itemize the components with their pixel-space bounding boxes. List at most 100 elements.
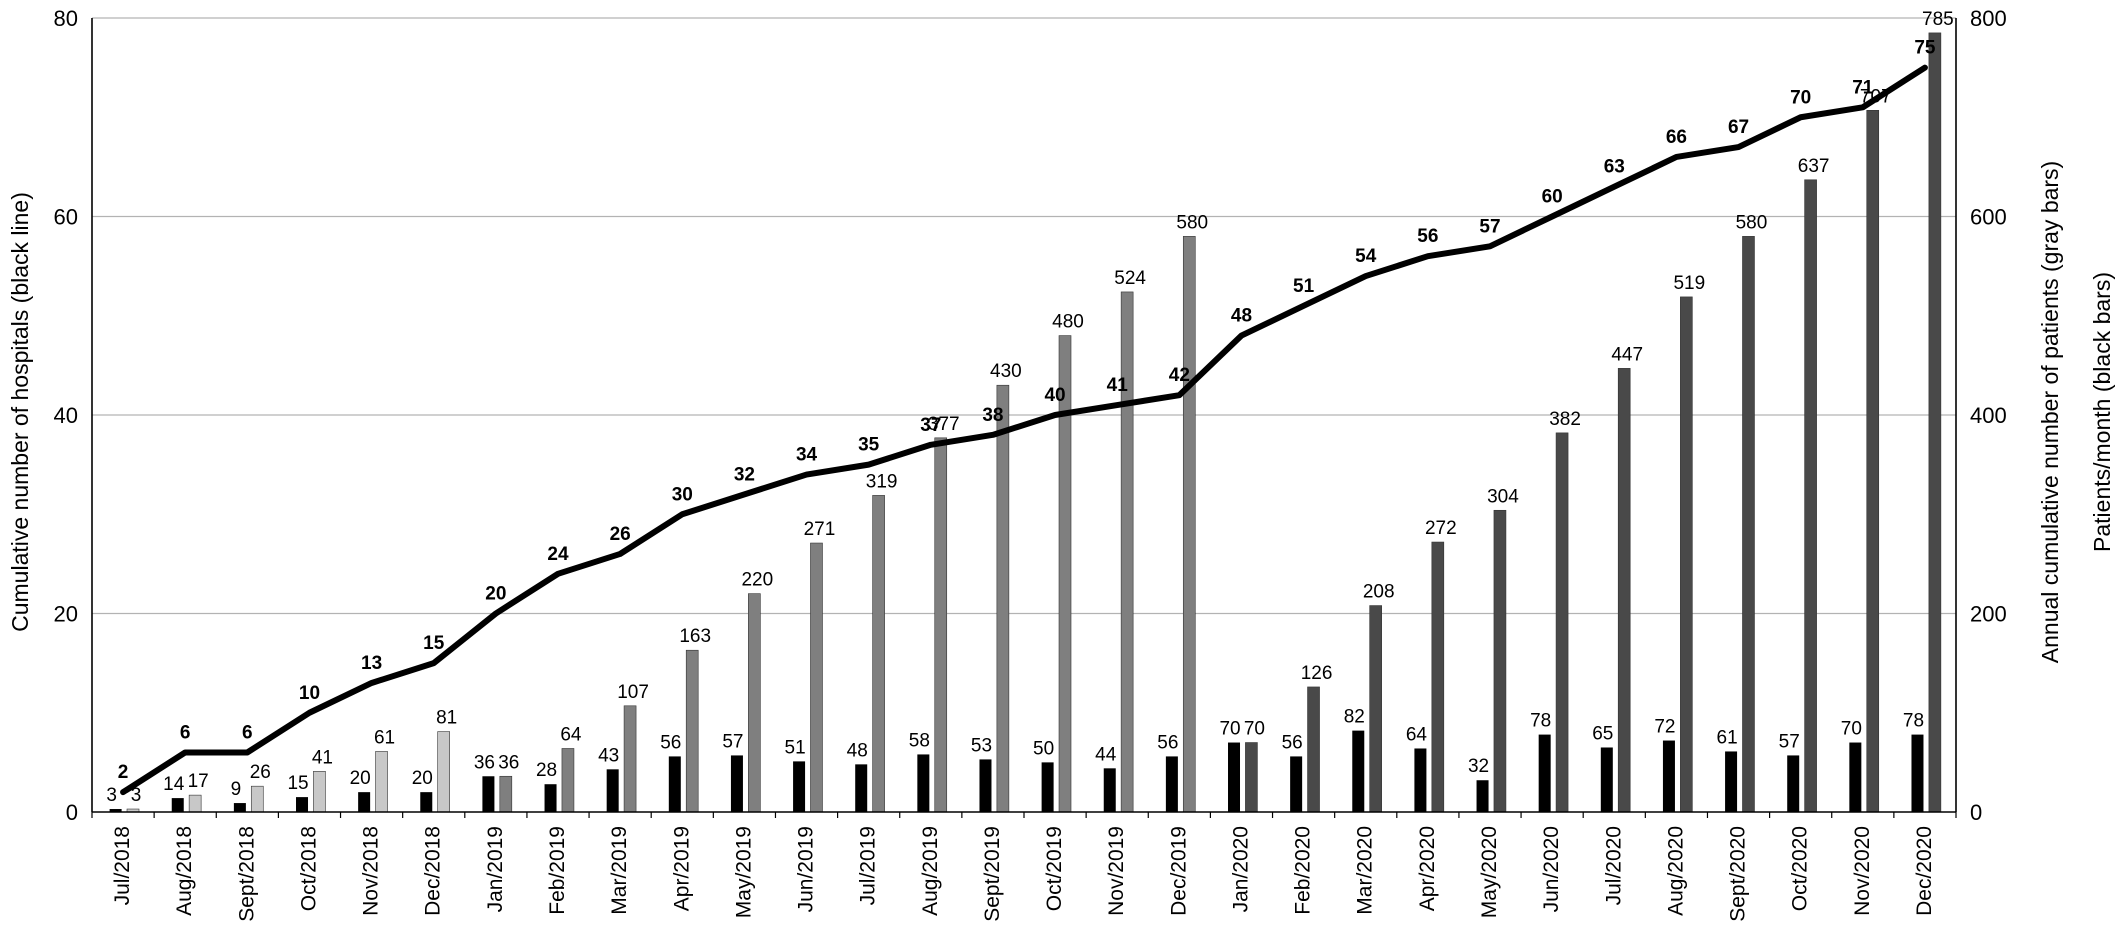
monthly-bar xyxy=(1911,734,1924,812)
x-tick-label: Sept/2018 xyxy=(235,826,258,922)
monthly-bar xyxy=(793,761,806,812)
cumulative-bar xyxy=(1307,686,1320,813)
monthly-bar xyxy=(233,803,246,812)
cumulative-bar xyxy=(1120,291,1134,813)
cumulative-bar-label: 785 xyxy=(1922,9,1954,30)
hospitals-line-path xyxy=(120,64,1928,796)
cumulative-bar-label: 26 xyxy=(250,762,271,783)
x-tick-label: Nov/2019 xyxy=(1105,826,1128,916)
cumulative-bar xyxy=(748,593,761,813)
cumulative-bar-label: 480 xyxy=(1052,312,1084,333)
monthly-bar xyxy=(917,754,930,812)
cumulative-bar-label: 430 xyxy=(990,361,1022,382)
x-tick-label: Dec/2019 xyxy=(1167,826,1190,916)
cumulative-bar xyxy=(872,495,885,813)
monthly-bar-label: 36 xyxy=(474,752,495,773)
cumulative-bar xyxy=(810,542,823,813)
monthly-bar-label: 58 xyxy=(909,730,930,751)
x-tick-label: Aug/2019 xyxy=(919,826,942,916)
right-y-tick-label: 800 xyxy=(1970,6,2007,31)
line-point-label: 20 xyxy=(485,584,506,605)
monthly-bar-label: 3 xyxy=(106,785,117,806)
monthly-bar-label: 70 xyxy=(1841,719,1862,740)
cumulative-bar xyxy=(1431,541,1445,813)
monthly-bar xyxy=(1041,762,1054,812)
cumulative-bar-label: 81 xyxy=(436,708,457,729)
right-y-tick-label: 400 xyxy=(1970,403,2007,428)
right-y-tick-label: 600 xyxy=(1970,205,2007,230)
cumulative-bar-label: 447 xyxy=(1611,344,1643,365)
cumulative-bar xyxy=(996,384,1010,813)
right-y-tick-label: 0 xyxy=(1970,800,1982,825)
line-point-label: 40 xyxy=(1044,385,1065,406)
x-ticks: Jul/2018 Aug/2018 Sept/2018 Oct/2018 Nov/201… xyxy=(111,826,1936,922)
cumulative-bar xyxy=(437,731,450,813)
monthly-bar xyxy=(979,759,992,812)
x-tick-label: Mar/2019 xyxy=(608,826,631,915)
x-tick-label: Jan/2019 xyxy=(484,826,507,912)
monthly-bar xyxy=(1352,730,1365,812)
monthly-bar-label: 61 xyxy=(1717,727,1738,748)
cumulative-bar-label: 382 xyxy=(1549,409,1581,430)
line-point-label: 6 xyxy=(242,722,253,743)
cumulative-bar-label: 17 xyxy=(188,771,209,792)
cumulative-bar-label: 637 xyxy=(1798,156,1830,177)
monthly-bars xyxy=(109,730,1924,812)
cumulative-bar-label: 319 xyxy=(866,471,898,492)
monthly-bar xyxy=(109,809,122,812)
monthly-bar-label: 56 xyxy=(1282,732,1303,753)
monthly-bar xyxy=(1662,740,1675,812)
x-tick-label: Jun/2019 xyxy=(795,826,818,912)
monthly-bar xyxy=(171,798,184,812)
cumulative-bar-label: 220 xyxy=(741,570,773,591)
right-axis-label: Annual cumulative number of patients (gr… xyxy=(2037,161,2063,663)
x-tick-label: Apr/2020 xyxy=(1416,826,1439,911)
monthly-bar xyxy=(296,797,309,812)
monthly-bar-label: 65 xyxy=(1592,723,1613,744)
left-y-tick-label: 60 xyxy=(54,205,78,230)
monthly-bar-label: 82 xyxy=(1344,707,1365,728)
x-tick-label: Nov/2018 xyxy=(360,826,383,916)
line-point-label: 34 xyxy=(796,445,818,466)
x-tick-label: Sept/2019 xyxy=(981,826,1004,922)
monthly-bar xyxy=(1600,747,1613,812)
cumulative-bar-label: 208 xyxy=(1363,582,1395,603)
cumulative-bar xyxy=(1866,110,1880,813)
monthly-bar xyxy=(544,784,557,812)
x-tick-label: Jul/2019 xyxy=(857,826,880,905)
line-point-label: 24 xyxy=(547,544,569,565)
monthly-bar xyxy=(1849,742,1862,812)
x-tick-label: Oct/2020 xyxy=(1789,826,1812,911)
line-point-label: 57 xyxy=(1479,216,1500,237)
cumulative-bar-label: 36 xyxy=(498,752,519,773)
left-y-tick-label: 40 xyxy=(54,403,78,428)
line-point-label: 54 xyxy=(1355,246,1377,267)
monthly-bar-label: 48 xyxy=(847,740,868,761)
monthly-bar-label: 70 xyxy=(1219,719,1240,740)
line-point-label: 35 xyxy=(858,435,880,456)
hospitals-line xyxy=(120,64,1928,796)
x-tick-label: Oct/2019 xyxy=(1043,826,1066,911)
x-tick-label: May/2019 xyxy=(732,826,755,918)
line-point-label: 60 xyxy=(1542,187,1563,208)
line-point-label: 70 xyxy=(1790,87,1811,108)
cumulative-bar xyxy=(313,771,326,813)
cumulative-bar-label: 271 xyxy=(804,519,836,540)
monthly-bar-label: 9 xyxy=(231,779,242,800)
monthly-bar-label: 56 xyxy=(1157,732,1178,753)
monthly-bar xyxy=(668,756,681,812)
monthly-bar-label: 56 xyxy=(660,732,681,753)
cumulative-bar-label: 64 xyxy=(560,724,582,745)
line-point-label: 66 xyxy=(1666,127,1687,148)
line-point-label: 26 xyxy=(610,524,631,545)
line-point-label: 71 xyxy=(1852,77,1874,98)
cumulative-bar xyxy=(623,705,637,813)
monthly-bar-label: 44 xyxy=(1095,744,1117,765)
line-point-label: 63 xyxy=(1604,157,1625,178)
monthly-bar xyxy=(606,769,619,812)
left-axis-label: Cumulative number of hospitals (black li… xyxy=(7,192,33,632)
monthly-bar-label: 20 xyxy=(350,768,371,789)
cumulative-bar-label: 524 xyxy=(1114,268,1146,289)
monthly-bar-label: 53 xyxy=(971,735,992,756)
line-point-label: 15 xyxy=(423,633,445,654)
